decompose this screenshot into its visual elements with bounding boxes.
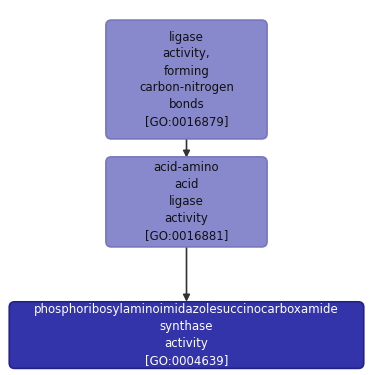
Text: phosphoribosylaminoimidazolesuccinocarboxamide
synthase
activity
[GO:0004639]: phosphoribosylaminoimidazolesuccinocarbo… <box>34 303 339 367</box>
FancyBboxPatch shape <box>9 302 364 368</box>
FancyBboxPatch shape <box>106 157 267 247</box>
Text: acid-amino
acid
ligase
activity
[GO:0016881]: acid-amino acid ligase activity [GO:0016… <box>145 161 228 242</box>
Text: ligase
activity,
forming
carbon-nitrogen
bonds
[GO:0016879]: ligase activity, forming carbon-nitrogen… <box>139 30 234 129</box>
FancyBboxPatch shape <box>106 20 267 139</box>
